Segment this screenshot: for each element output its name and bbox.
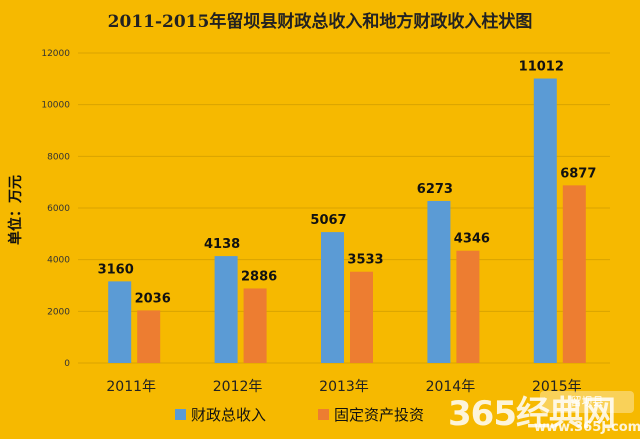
x-ticks: 2011年 2012年 2013年 2014年 2015年: [106, 379, 581, 395]
watermark-sub: www.365J.com: [534, 420, 640, 435]
bar: [137, 310, 161, 363]
data-label: 2036: [135, 291, 171, 306]
data-label: 3533: [347, 253, 383, 268]
y-tick-label: 10000: [41, 101, 70, 111]
legend-swatch: [175, 409, 186, 420]
legend-swatch: [318, 409, 329, 420]
bar: [243, 288, 267, 363]
legend: 财政总收入 固定资产投资: [175, 406, 424, 424]
x-tick-label: 2013年: [319, 379, 369, 395]
data-label: 11012: [519, 60, 564, 75]
x-tick-label: 2014年: [426, 379, 476, 395]
data-label: 6273: [417, 182, 453, 197]
bars: [108, 78, 586, 364]
chart-title: 2011-2015年留坝县财政总收入和地方财政收入柱状图: [108, 11, 533, 32]
legend-label: 财政总收入: [191, 406, 266, 424]
y-tick-label: 6000: [47, 204, 70, 214]
data-label: 6877: [560, 166, 596, 181]
bar: [427, 200, 451, 363]
legend-label: 固定资产投资: [334, 406, 424, 424]
data-label: 2886: [241, 269, 277, 284]
y-tick-label: 8000: [47, 152, 70, 162]
bar: [350, 271, 373, 363]
y-tick-label: 12000: [41, 49, 70, 59]
bar: [214, 256, 238, 363]
bar: [533, 78, 557, 364]
data-label: 3160: [98, 262, 134, 277]
data-label: 4346: [454, 232, 490, 247]
watermark: 365经典网 www.365J.com: [448, 386, 640, 435]
bar: [108, 281, 132, 363]
bar: [456, 250, 480, 363]
y-tick-label: 2000: [47, 307, 70, 317]
watermark-main: 365经典网: [448, 394, 616, 434]
watermark-badge: 留坝县: [540, 391, 634, 413]
y-tick-label: 0: [64, 359, 70, 369]
y-ticks: 0 2000 4000 6000 8000 10000 12000: [41, 49, 70, 369]
data-label: 5067: [310, 213, 346, 228]
bar: [562, 185, 586, 363]
data-label: 4138: [204, 237, 240, 252]
x-tick-label: 2011年: [106, 379, 156, 395]
y-axis-label: 单位：万元: [7, 175, 24, 245]
y-tick-label: 4000: [47, 256, 70, 266]
bar: [321, 232, 344, 363]
x-tick-label: 2015年: [532, 379, 582, 395]
x-tick-label: 2012年: [213, 379, 263, 395]
